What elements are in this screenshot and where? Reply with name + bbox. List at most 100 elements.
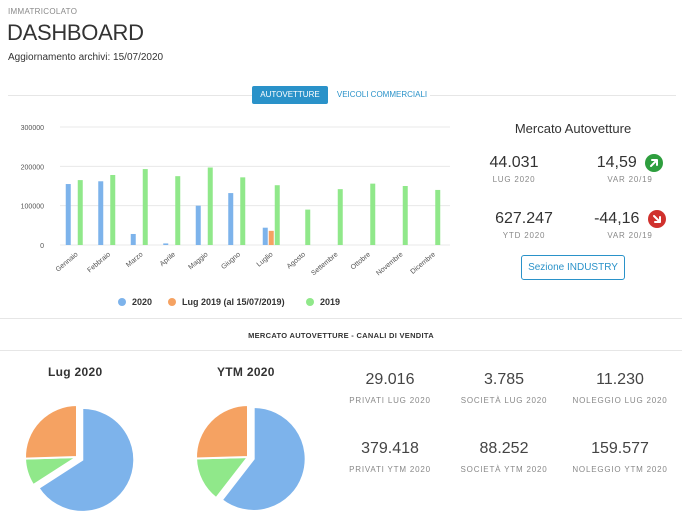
bar-2019-giugno[interactable] xyxy=(240,177,246,245)
channel-stat-value: 159.577 xyxy=(591,440,649,457)
kpi-month-label: LUG 2020 xyxy=(492,175,536,184)
kpi-ytd-variation-label: VAR 20/19 xyxy=(607,231,653,241)
industry-section-button[interactable]: Sezione INDUSTRY xyxy=(521,255,625,280)
bar-2020-febbraio[interactable] xyxy=(98,181,104,245)
divider xyxy=(0,350,682,351)
bar-2020-maggio[interactable] xyxy=(195,205,201,245)
legend-item-2020[interactable]: 2020 xyxy=(118,297,152,307)
bar-2019-gennaio[interactable] xyxy=(77,180,83,245)
x-tick-label: Novembre xyxy=(375,251,404,277)
channel-stat: 11.230 NOLEGGIO LUG 2020 xyxy=(572,371,668,408)
channel-stat: 159.577 NOLEGGIO YTM 2020 xyxy=(572,440,668,477)
x-tick-label: Dicembre xyxy=(410,251,438,276)
x-tick-label: Gennaio xyxy=(55,251,80,273)
pie-title-ytm-2020: YTM 2020 xyxy=(217,365,275,379)
bar-2020-aprile[interactable] xyxy=(163,243,169,245)
channel-stat: 29.016 PRIVATI LUG 2020 xyxy=(340,371,440,408)
bar-lug-2019-al-15-07-2019--luglio[interactable] xyxy=(268,230,274,245)
pie-title-lug-2020: Lug 2020 xyxy=(48,365,103,379)
channel-stat: 379.418 PRIVATI YTM 2020 xyxy=(340,440,440,477)
pie-slice-noleggio[interactable] xyxy=(195,403,249,460)
channel-stat: 88.252 SOCIETÀ YTM 2020 xyxy=(454,440,554,477)
bar-2019-luglio[interactable] xyxy=(274,185,280,245)
section-kicker: IMMATRICOLATO xyxy=(8,7,78,16)
bar-2019-aprile[interactable] xyxy=(175,176,181,245)
bar-2019-febbraio[interactable] xyxy=(110,174,116,245)
pie-slice-privati[interactable] xyxy=(37,406,136,512)
channel-stat-label: SOCIETÀ YTM 2020 xyxy=(460,465,548,474)
divider xyxy=(8,95,252,96)
kpi-ytd-value: 627.247 xyxy=(495,210,553,227)
x-tick-label: Giugno xyxy=(220,251,242,271)
divider xyxy=(0,318,682,319)
bar-2020-gennaio[interactable] xyxy=(65,184,71,245)
x-tick-label: Ottobre xyxy=(350,251,372,271)
y-tick-label: 200000 xyxy=(21,164,44,171)
divider xyxy=(430,95,676,96)
bar-2019-maggio[interactable] xyxy=(207,167,213,245)
bar-2019-marzo[interactable] xyxy=(142,169,148,245)
x-tick-label: Aprile xyxy=(159,251,177,268)
bar-2020-marzo[interactable] xyxy=(130,233,136,245)
kpi-month-variation-row: 14,59 xyxy=(588,154,672,172)
tab-autovetture[interactable]: AUTOVETTURE xyxy=(252,86,328,104)
legend-item-2019[interactable]: 2019 xyxy=(306,297,340,307)
kpi-ytd-label: YTD 2020 xyxy=(502,231,546,240)
legend-label: 2020 xyxy=(132,297,153,307)
channel-stat-label: NOLEGGIO YTM 2020 xyxy=(572,465,668,474)
channel-stat-value: 3.785 xyxy=(483,371,525,388)
channel-stat-value: 379.418 xyxy=(361,440,419,457)
bar-2019-agosto[interactable] xyxy=(305,209,311,245)
y-tick-label: 300000 xyxy=(21,125,44,132)
kpi-ytd: 627.247 YTD 2020 xyxy=(474,210,574,240)
kpi-month-value: 44.031 xyxy=(489,154,539,171)
bar-2019-novembre[interactable] xyxy=(402,186,408,245)
bar-2019-dicembre[interactable] xyxy=(435,189,441,245)
pie-chart-lug-2020 xyxy=(23,403,136,512)
bar-2019-ottobre[interactable] xyxy=(370,183,376,245)
y-tick-label: 100000 xyxy=(21,204,44,211)
market-title: Mercato Autovetture xyxy=(514,121,632,136)
kpi-month-variation: 14,59 VAR 20/19 xyxy=(588,154,672,184)
x-tick-label: Luglio xyxy=(256,251,275,268)
arrow-up-right-icon xyxy=(645,154,664,172)
kpi-month: 44.031 LUG 2020 xyxy=(474,154,554,184)
channel-stat-value: 88.252 xyxy=(479,440,529,457)
bar-2020-giugno[interactable] xyxy=(228,193,234,245)
pie-slice-privati[interactable] xyxy=(220,405,307,512)
archive-update-date: Aggiornamento archivi: 15/07/2020 xyxy=(8,52,164,63)
pie-chart-ytm-2020 xyxy=(194,403,307,512)
kpi-ytd-variation-value: -44,16 xyxy=(594,210,640,228)
channel-stat-value: 11.230 xyxy=(596,371,644,388)
channel-stat-label: NOLEGGIO LUG 2020 xyxy=(572,396,668,405)
legend-item-lug-2019[interactable]: Lug 2019 (al 15/07/2019) xyxy=(168,297,285,307)
kpi-month-variation-label: VAR 20/19 xyxy=(607,175,653,185)
legend-dot xyxy=(306,298,314,306)
kpi-ytd-variation-row: -44,16 xyxy=(588,210,672,228)
kpi-ytd-variation: -44,16 VAR 20/19 xyxy=(588,210,672,240)
channel-stat-label: PRIVATI LUG 2020 xyxy=(349,396,431,405)
x-tick-label: Febbraio xyxy=(86,251,112,274)
legend-label: Lug 2019 (al 15/07/2019) xyxy=(182,297,285,307)
legend-label: 2019 xyxy=(320,297,341,307)
monthly-registrations-chart: 300000 200000 100000 0 Gennaio Febbraio Marzo A… xyxy=(21,125,450,277)
x-tick-label: Marzo xyxy=(125,251,144,269)
channel-stat: 3.785 SOCIETÀ LUG 2020 xyxy=(454,371,554,408)
arrow-down-right-icon xyxy=(647,210,666,228)
channel-stat-label: PRIVATI YTM 2020 xyxy=(349,465,431,474)
bar-2019-settembre[interactable] xyxy=(337,189,343,245)
x-tick-label: Agosto xyxy=(286,251,307,270)
x-tick-label: Settembre xyxy=(310,251,339,277)
legend-dot xyxy=(168,298,176,306)
bar-2020-luglio[interactable] xyxy=(262,227,268,245)
channels-section-title: MERCATO AUTOVETTURE - CANALI DI VENDITA xyxy=(248,331,434,340)
y-tick-label: 0 xyxy=(40,243,44,250)
x-tick-label: Maggio xyxy=(187,251,209,271)
kpi-month-variation-value: 14,59 xyxy=(596,154,637,172)
legend-dot xyxy=(118,298,126,306)
channel-stat-value: 29.016 xyxy=(365,371,415,388)
tab-veicoli-commerciali[interactable]: VEICOLI COMMERCIALI xyxy=(336,90,428,99)
channel-stat-label: SOCIETÀ LUG 2020 xyxy=(460,396,548,405)
pie-slice-noleggio[interactable] xyxy=(24,403,78,460)
page-title: DASHBOARD xyxy=(7,20,144,45)
